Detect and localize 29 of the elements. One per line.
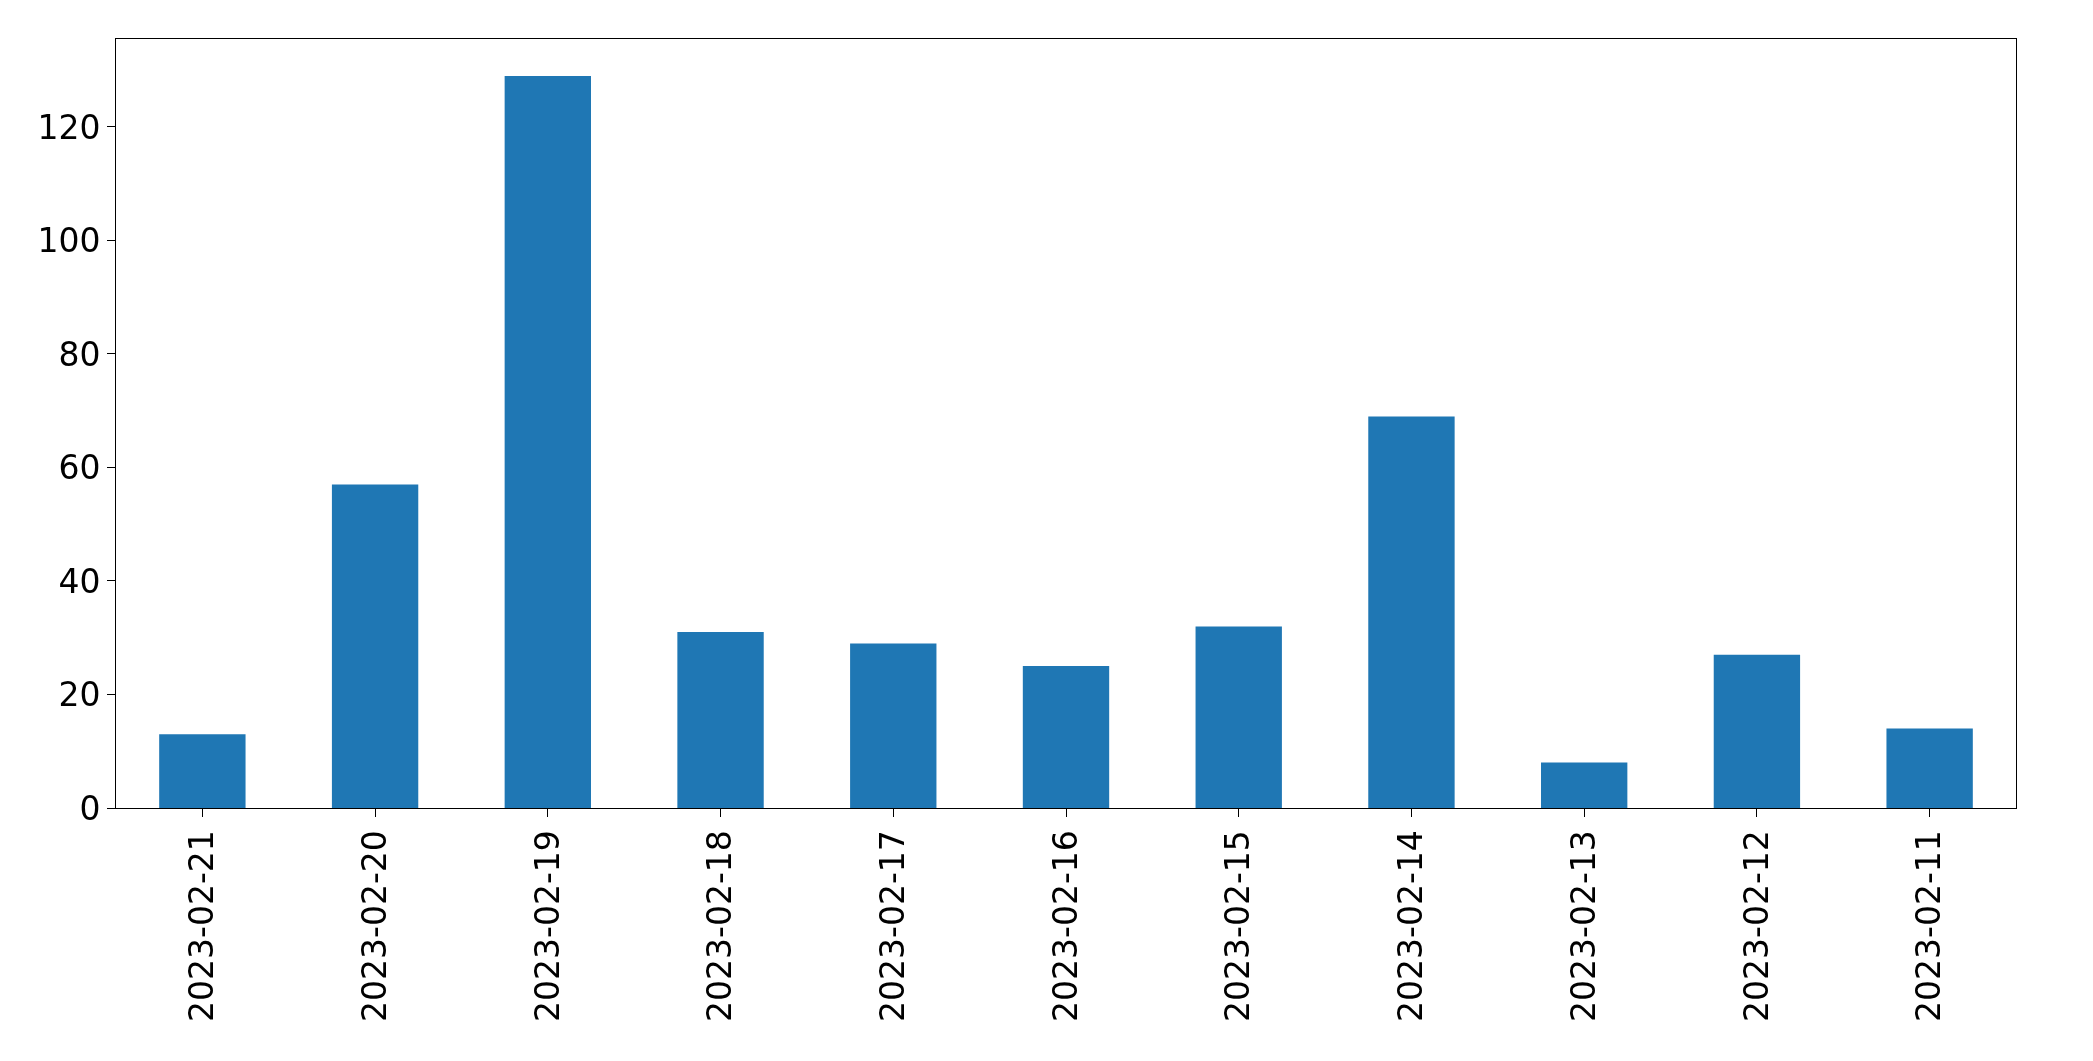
y-tick-label: 120: [37, 107, 101, 147]
x-tick-label: 2023-02-21: [182, 830, 222, 1022]
y-tick-label: 80: [58, 334, 101, 374]
x-tick-label: 2023-02-18: [700, 830, 740, 1022]
x-tick-label: 2023-02-11: [1909, 830, 1949, 1022]
bar: [850, 643, 937, 808]
y-tick-label: 20: [58, 675, 101, 715]
x-tick-label: 2023-02-17: [872, 830, 912, 1022]
y-tick-label: 100: [37, 221, 101, 261]
x-tick-label: 2023-02-12: [1736, 830, 1776, 1022]
bar: [1886, 728, 1973, 808]
x-tick-label: 2023-02-15: [1218, 830, 1258, 1022]
x-tick-label: 2023-02-13: [1563, 830, 1603, 1022]
bar: [1541, 762, 1628, 808]
x-tick-label: 2023-02-20: [354, 830, 394, 1022]
x-tick-label: 2023-02-14: [1391, 830, 1431, 1022]
bar: [159, 734, 246, 808]
x-tick-label: 2023-02-19: [527, 830, 567, 1022]
bar: [331, 484, 419, 808]
y-tick-label: 0: [79, 788, 101, 828]
y-tick-label: 60: [58, 448, 101, 488]
bar: [504, 75, 591, 808]
x-tick-label: 2023-02-16: [1045, 830, 1085, 1022]
bar: [1195, 626, 1282, 808]
bar: [1713, 654, 1801, 808]
bar: [1022, 666, 1110, 808]
y-tick-label: 40: [58, 561, 101, 601]
bar: [1368, 416, 1455, 808]
bar: [677, 632, 764, 808]
